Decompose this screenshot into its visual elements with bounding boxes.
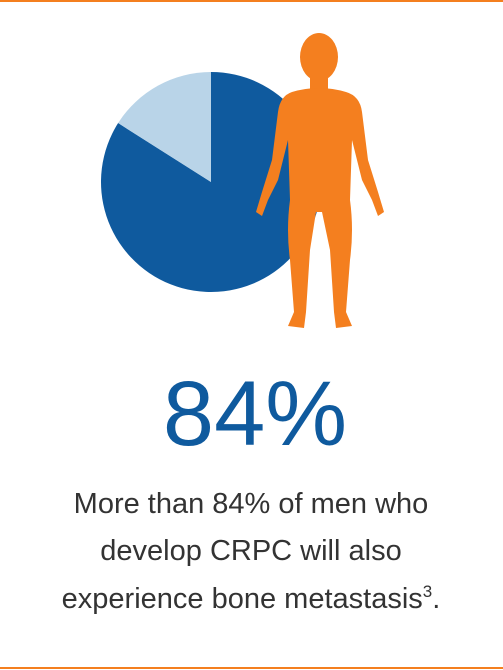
caption-line: experience bone metastasis (62, 583, 423, 615)
footnote-ref: 3 (423, 582, 432, 601)
caption-line: experience bone metastasis3. (62, 582, 441, 615)
caption-line: More than 84% of men who (74, 488, 429, 520)
caption-line: develop CRPC will also (100, 535, 401, 567)
human-figure (256, 33, 384, 328)
pie-slice (118, 72, 211, 182)
stat-value: 84% (163, 363, 347, 465)
pie-chart (100, 72, 322, 292)
caption-end: . (432, 583, 440, 615)
